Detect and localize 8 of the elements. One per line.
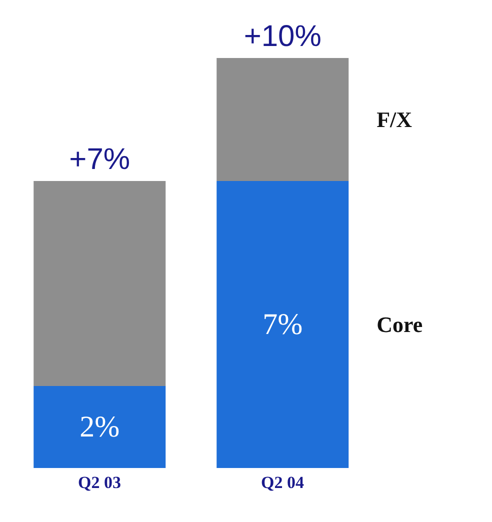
data-label: 2% <box>80 410 120 444</box>
total-label: +7% <box>69 143 130 176</box>
total-label: +10% <box>244 20 322 53</box>
x-tick-label: Q2 03 <box>78 473 121 492</box>
data-label: 7% <box>262 308 303 341</box>
series-label: Core <box>376 312 423 337</box>
x-tick-label: Q2 04 <box>261 473 304 492</box>
series-label: F/X <box>376 107 412 132</box>
